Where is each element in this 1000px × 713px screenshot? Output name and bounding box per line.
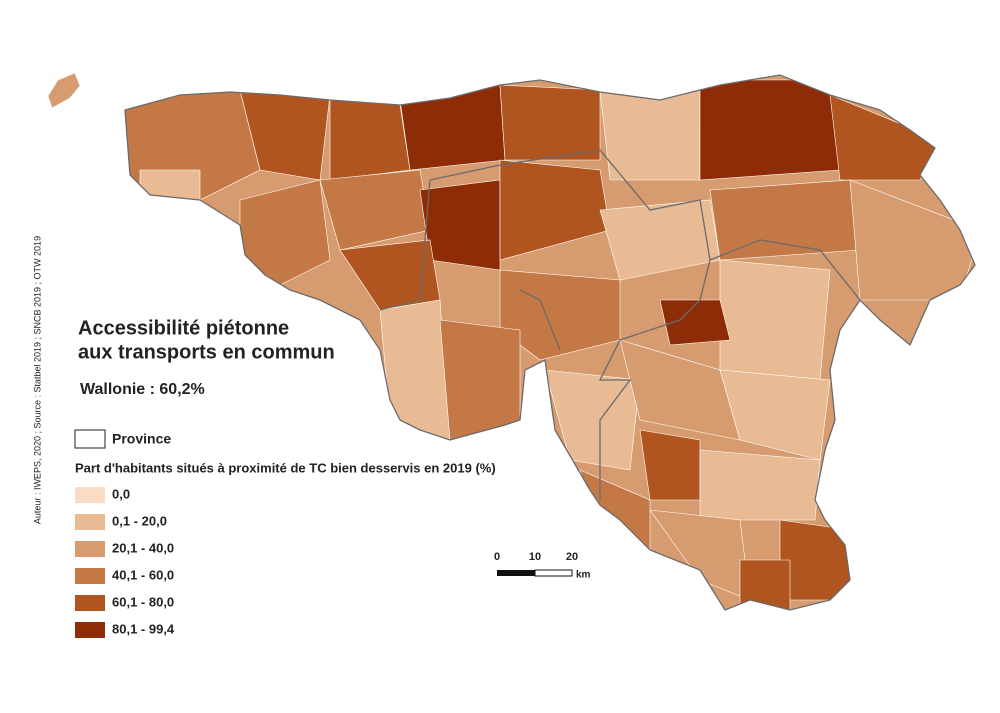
commune <box>779 519 851 601</box>
commune <box>499 84 601 161</box>
legend-swatch <box>75 487 105 503</box>
source: Auteur : IWEPS, 2020 ; Source : Statbel … <box>32 236 42 524</box>
commune <box>699 79 841 181</box>
commune <box>639 429 701 501</box>
legend-label: 80,1 - 99,4 <box>112 621 175 636</box>
legend: 0,0 0,1 - 20,0 20,1 - 40,0 40,1 - 60,0 60,1 … <box>75 486 175 638</box>
legend-label: 20,1 - 40,0 <box>112 540 174 555</box>
legend-swatch <box>75 514 105 530</box>
scale-label: 20 <box>566 551 578 563</box>
commune <box>719 259 831 381</box>
commune <box>829 94 941 181</box>
title: aux transports en commun <box>78 341 335 363</box>
commune <box>379 299 451 441</box>
scale-unit: km <box>576 570 591 581</box>
scale-bar <box>534 569 573 577</box>
province-boundary <box>124 74 976 611</box>
province-label: Province <box>112 431 171 447</box>
legend-swatch <box>75 622 105 638</box>
scale-label: 10 <box>529 551 541 563</box>
comines-enclave <box>47 72 81 109</box>
scale-label: 0 <box>494 551 500 563</box>
title: Accessibilité piétonne <box>78 317 289 339</box>
commune <box>739 559 791 610</box>
commune <box>709 179 861 261</box>
legend-label: 60,1 - 80,0 <box>112 594 174 609</box>
legend-label: 40,1 - 60,0 <box>112 567 174 582</box>
commune <box>329 99 411 181</box>
subtitle: Wallonie : 60,2% <box>80 381 205 398</box>
commune <box>139 169 201 201</box>
legend-title: Part d'habitants situés à proximité de T… <box>75 460 496 475</box>
province-swatch <box>74 429 106 449</box>
province-boundary <box>379 149 861 500</box>
commune <box>699 449 821 521</box>
legend-label: 0,1 - 20,0 <box>112 513 167 528</box>
legend-swatch <box>75 568 105 584</box>
scale-bar <box>497 570 535 576</box>
commune <box>599 89 701 181</box>
legend-swatch <box>75 541 105 557</box>
legend-swatch <box>75 595 105 611</box>
legend-label: 0,0 <box>112 486 130 501</box>
commune <box>439 319 521 441</box>
commune <box>499 269 621 361</box>
commune <box>544 369 641 471</box>
